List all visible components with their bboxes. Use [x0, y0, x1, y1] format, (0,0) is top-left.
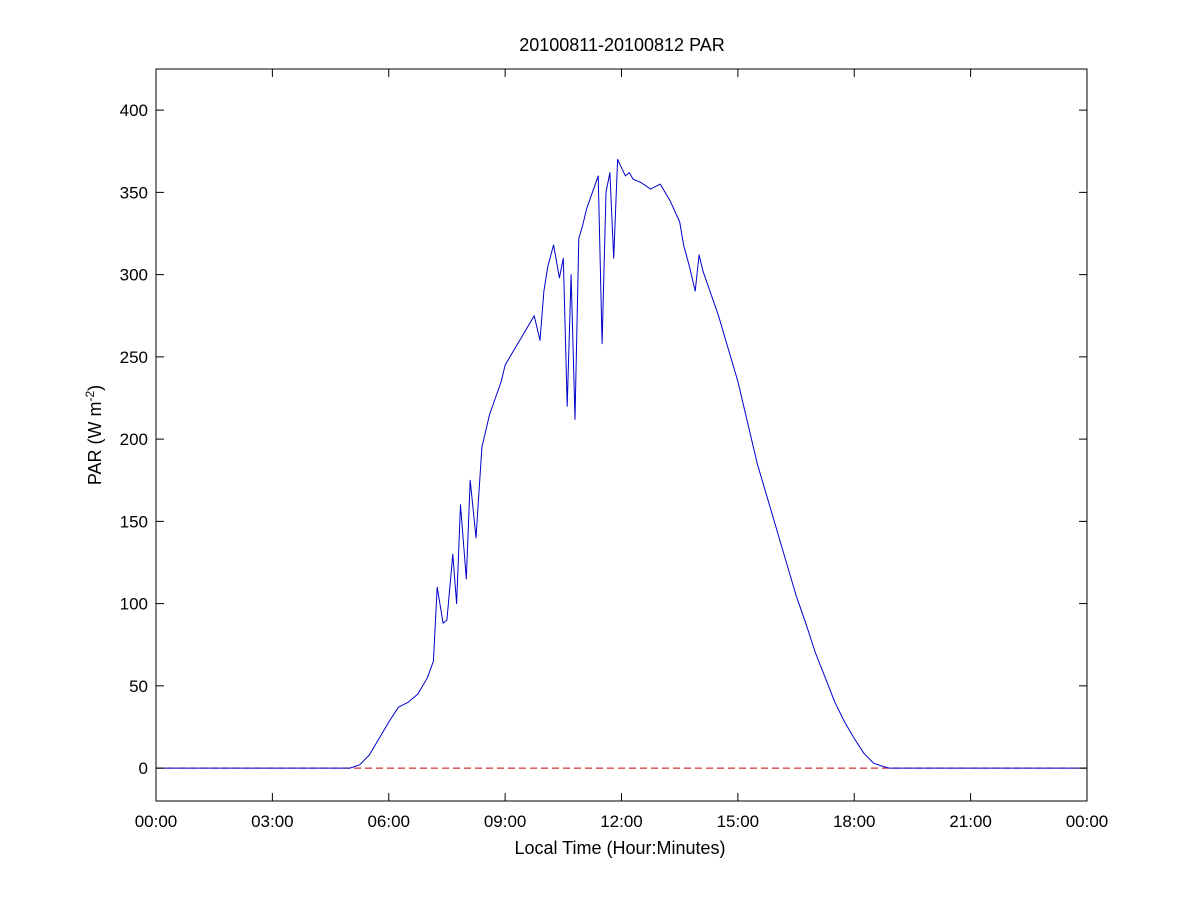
x-tick-label: 00:00: [1066, 812, 1109, 831]
x-tick-label: 06:00: [367, 812, 410, 831]
x-axis-label: Local Time (Hour:Minutes): [514, 838, 725, 858]
x-tick-label: 00:00: [135, 812, 178, 831]
x-tick-label: 15:00: [717, 812, 760, 831]
x-tick-label: 18:00: [833, 812, 876, 831]
plot-area: [156, 159, 1087, 769]
y-tick-label: 100: [120, 595, 148, 614]
x-tick-label: 12:00: [600, 812, 643, 831]
y-tick-label: 200: [120, 430, 148, 449]
y-tick-label: 300: [120, 266, 148, 285]
par-series-line-0: [156, 159, 1087, 769]
x-tick-label: 09:00: [484, 812, 527, 831]
chart-title: 20100811-20100812 PAR: [519, 35, 725, 55]
y-axis-label-main: PAR (W m: [85, 402, 105, 486]
y-axis-label-superscript: -2: [83, 391, 97, 402]
y-tick-label: 400: [120, 101, 148, 120]
y-tick-label: 0: [139, 759, 148, 778]
y-axis-label: PAR (W m-2): [83, 385, 105, 485]
y-tick-label: 350: [120, 183, 148, 202]
x-tick-label: 21:00: [949, 812, 992, 831]
y-tick-label: 50: [129, 677, 148, 696]
y-tick-label: 250: [120, 348, 148, 367]
axis-ticks: 00:00 03:00 06:00 09:00 12:00 15:00 18:00 21:00…: [120, 69, 1109, 831]
y-axis-label-close: ): [85, 385, 105, 391]
y-tick-label: 150: [120, 512, 148, 531]
x-tick-label: 03:00: [251, 812, 294, 831]
